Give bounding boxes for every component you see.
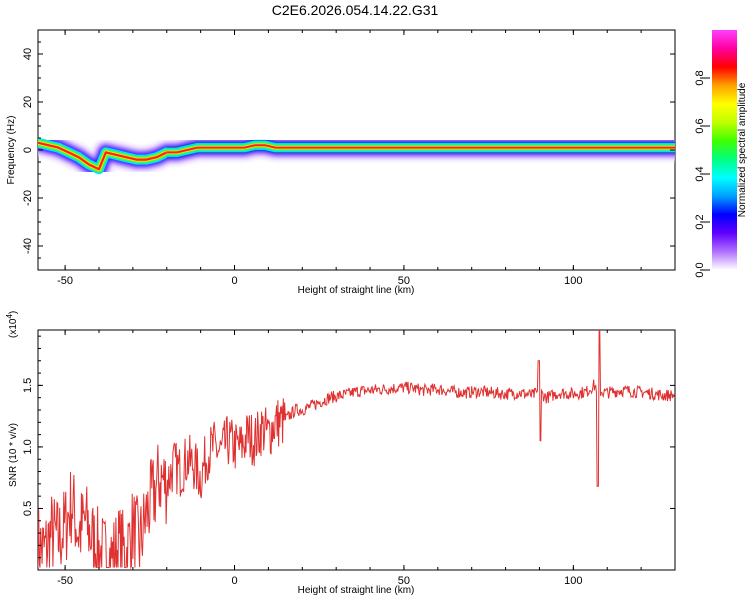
snr-y-ticks: 0.5 1.0 1.5 [22, 335, 675, 559]
colorbar-label: Normalized spectral amplitude [737, 82, 748, 217]
svg-text:(x104): (x104) [5, 311, 19, 338]
snr-x-ticks: -50 0 50 100 [57, 330, 676, 587]
spectrogram-x-tick-label: 0 [231, 275, 237, 287]
spectrogram-y-tick-label: 40 [22, 48, 34, 60]
colorbar-tick-label: 0.0 [694, 262, 706, 277]
spectrogram-x-tick-label: 100 [564, 275, 582, 287]
snr-scale-note-exp: 4 [5, 314, 14, 319]
snr-y-tick-label: 0.5 [22, 501, 34, 516]
snr-x-tick-label: 0 [231, 575, 237, 587]
colorbar-gradient [712, 30, 737, 270]
spectrogram-y-tick-label: 20 [22, 96, 34, 108]
spectrogram-x-tick-label: -50 [57, 275, 73, 287]
snr-series-line [38, 330, 675, 570]
snr-scale-note-open: (x10 [8, 318, 19, 338]
colorbar-tick-label: 0.4 [694, 166, 706, 181]
spectral-ridge [38, 129, 675, 183]
snr-x-tick-label: 50 [398, 575, 410, 587]
snr-x-tick-label: -50 [57, 575, 73, 587]
colorbar-tick-label: 0.6 [694, 118, 706, 133]
colorbar-ticks: 0.0 0.2 0.4 0.6 0.8 [694, 70, 710, 278]
steady-signal-peak [166, 144, 675, 154]
snr-scale-note: (x104) [5, 311, 19, 338]
snr-x-axis-label: Height of straight line (km) [298, 585, 415, 596]
snr-scale-note-close: ) [8, 311, 19, 314]
colorbar-tick-label: 0.2 [694, 214, 706, 229]
spectrogram-x-axis-label: Height of straight line (km) [298, 285, 415, 296]
spectrogram-x-tick-label: 50 [398, 275, 410, 287]
spectrogram-x-ticks: -50 0 50 100 [57, 30, 676, 287]
snr-y-axis-label: SNR (10 * v/v) [8, 423, 19, 487]
snr-panel: -50 0 50 100 0.5 1.0 1.5 Height of straight l… [5, 311, 676, 596]
spectrogram-y-ticks: -40 -20 0 20 40 [22, 29, 675, 271]
page-title: C2E6.2026.054.14.22.G31 [271, 2, 439, 18]
snr-x-tick-label: 100 [564, 575, 582, 587]
snr-y-tick-label: 1.5 [22, 378, 34, 393]
spectrogram-y-axis-label: Frequency (Hz) [6, 116, 17, 185]
colorbar: 0.0 0.2 0.4 0.6 0.8 Normalized spectral ampl… [694, 30, 748, 278]
spectrogram-y-tick-label: -20 [22, 190, 34, 206]
snr-y-tick-label: 1.0 [22, 439, 34, 454]
spectrogram-panel: -50 0 50 100 -40 -20 0 20 40 Height of straight… [6, 29, 676, 296]
snr-frame [37, 329, 676, 571]
colorbar-tick-label: 0.8 [694, 70, 706, 85]
spectrogram-y-tick-label: 0 [22, 147, 34, 153]
spectrogram-y-tick-label: -40 [22, 238, 34, 254]
